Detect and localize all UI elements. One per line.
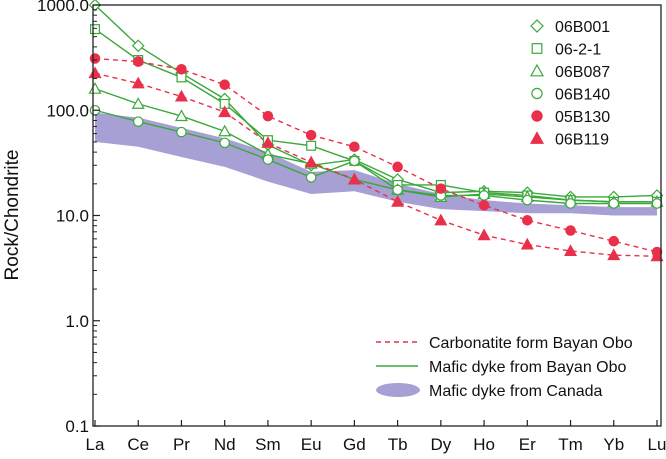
series-line-06b001 (94, 4, 658, 198)
data-point-06b119-lu (650, 249, 664, 262)
legend-label-06-2-1: 06-2-1 (555, 42, 601, 59)
legend-marker-06b087 (529, 63, 545, 77)
y-tick-label: 1000.0 (37, 0, 89, 15)
data-point-06b119-tb (391, 195, 405, 207)
series-line-06b087 (94, 88, 657, 203)
data-point-06b119-tm (564, 244, 578, 256)
data-point-06b140-er (522, 194, 533, 206)
data-point-06-2-1-la (89, 24, 100, 35)
legend-marker-06b140 (531, 87, 543, 100)
data-point-06b140-eu (305, 172, 317, 183)
legend-marker-06-2-1 (531, 43, 543, 54)
legend-line-label: Mafic dyke from Canada (429, 383, 603, 400)
data-point-06b119-ho (477, 228, 491, 241)
canada-band-layer (95, 112, 657, 216)
series-lines-layer (94, 4, 658, 257)
marker-legend: 06B001 06-2-1 06B087 06B140 05B130 06B119 (529, 19, 610, 149)
data-point-05b130-pr (176, 64, 187, 75)
axes-layer: 0.1 1.0 10.0 100.0 1000.0 La Ce Pr Nd Sm Eu Gd Tb Dy H… (37, 0, 666, 454)
legend-label-05b130: 05B130 (555, 109, 610, 126)
series-markers-layer (88, 0, 664, 262)
series-line-05b130 (94, 57, 658, 253)
y-tick-label: 1.0 (65, 312, 89, 331)
x-tick-label-gd: Gd (343, 435, 366, 454)
data-point-06b140-sm (262, 154, 274, 165)
x-tick-label-eu: Eu (301, 435, 322, 454)
data-point-06b140-ce (132, 116, 144, 127)
data-point-06b119-pr (174, 89, 188, 102)
data-point-06b140-lu (651, 198, 663, 209)
data-point-06b140-yb (608, 198, 620, 209)
data-point-06b087-la (88, 82, 102, 94)
data-point-05b130-ce (132, 56, 144, 67)
data-point-06b119-dy (434, 213, 448, 226)
legend-line-label: Carbonatite form Bayan Obo (429, 335, 633, 352)
canada-mafic-band (95, 112, 657, 216)
data-point-06b119-er (520, 237, 534, 250)
series-line-06b119 (94, 72, 658, 257)
legend-label-06b119: 06B119 (555, 132, 609, 149)
legend-swatch-band (376, 383, 420, 397)
x-tick-label-tb: Tb (388, 435, 408, 454)
series-line-06b140 (94, 109, 657, 205)
data-point-05b130-tb (392, 161, 403, 173)
x-tick-label-ce: Ce (127, 435, 149, 454)
y-tick-label: 10.0 (56, 207, 89, 226)
data-point-05b130-tm (565, 225, 576, 236)
y-axis-title: Rock/Chondrite (2, 150, 23, 281)
data-point-06b140-nd (219, 137, 230, 149)
data-point-05b130-er (522, 215, 533, 226)
x-tick-label-tm: Tm (558, 435, 583, 454)
data-point-06-2-1-eu (306, 140, 317, 151)
data-point-06b119-gd (347, 172, 361, 185)
legend-marker-06b119 (529, 131, 545, 144)
y-tick-label: 0.1 (65, 417, 89, 436)
x-tick-label-pr: Pr (173, 435, 190, 454)
data-point-05b130-dy (435, 183, 447, 194)
data-point-06b140-pr (176, 126, 187, 138)
data-point-06b087-pr (174, 109, 188, 122)
data-point-06b119-ce (131, 76, 145, 89)
legend-label-06b001: 06B001 (555, 19, 610, 36)
x-tick-label-nd: Nd (214, 435, 236, 454)
data-point-06b001-ce (131, 39, 145, 53)
data-point-06b119-nd (218, 105, 232, 118)
x-tick-label-lu: Lu (648, 435, 666, 454)
legend-marker-06b001 (530, 19, 544, 33)
data-point-06b140-gd (349, 155, 360, 167)
data-point-05b130-gd (349, 141, 360, 153)
data-point-05b130-eu (305, 129, 317, 141)
data-point-06b140-ho (478, 190, 490, 201)
y-tick-label: 100.0 (46, 101, 89, 120)
data-point-05b130-yb (608, 235, 620, 247)
data-point-06b119-sm (261, 136, 275, 148)
data-point-06b119-la (88, 66, 102, 79)
data-point-05b130-ho (478, 200, 490, 211)
data-point-06b140-tb (392, 184, 403, 196)
x-tick-label-dy: Dy (430, 435, 451, 454)
x-tick-label-la: La (86, 435, 105, 454)
data-point-06b119-eu (304, 155, 318, 168)
legend-label-06b140: 06B140 (555, 87, 610, 104)
data-point-05b130-la (89, 53, 101, 64)
x-tick-label-ho: Ho (473, 435, 495, 454)
legend-line-label: Mafic dyke from Bayan Obo (429, 359, 627, 376)
data-point-05b130-nd (219, 79, 230, 90)
x-tick-label-yb: Yb (603, 435, 624, 454)
data-point-06b087-ce (131, 97, 145, 109)
data-point-06b140-tm (565, 198, 576, 209)
x-tick-label-er: Er (519, 435, 536, 454)
data-point-06b119-yb (607, 248, 621, 261)
data-point-06b087-nd (218, 124, 232, 137)
x-tick-label-sm: Sm (255, 435, 281, 454)
legend-marker-05b130 (531, 110, 543, 122)
data-point-05b130-sm (262, 110, 274, 122)
line-legend: Carbonatite form Bayan Obo Mafic dyke fro… (376, 335, 633, 400)
legend-label-06b087: 06B087 (555, 64, 610, 81)
